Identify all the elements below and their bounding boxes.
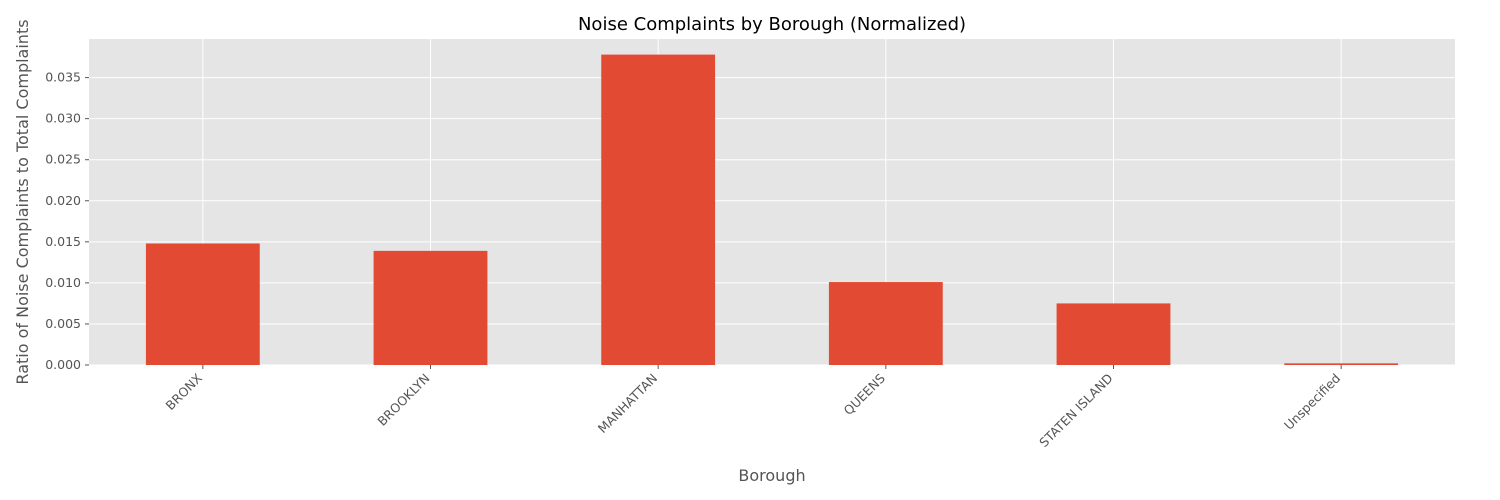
y-tick-label: 0.010 — [45, 275, 81, 290]
y-tick-label: 0.020 — [45, 193, 81, 208]
y-tick-label: 0.000 — [45, 357, 81, 372]
bar-unspecified — [1284, 363, 1399, 365]
y-tick-label: 0.015 — [45, 234, 81, 249]
bar-bronx — [145, 243, 260, 365]
y-tick-label: 0.025 — [45, 152, 81, 167]
x-tick-label: Unspecified — [1281, 371, 1343, 433]
x-axis-label: Borough — [738, 466, 805, 485]
x-tick-label: BROOKLYN — [374, 371, 432, 429]
bar-staten-island — [1056, 303, 1171, 365]
x-tick-label: MANHATTAN — [595, 371, 661, 437]
x-tick-label: QUEENS — [841, 370, 888, 417]
y-tick-labels: 0.000 0.005 0.010 0.015 0.020 0.025 0.030 0.035 — [45, 70, 89, 372]
y-tick-label: 0.035 — [45, 70, 81, 85]
bar-manhattan — [601, 54, 716, 365]
x-tick-labels: BRONX BROOKLYN MANHATTAN QUEENS STATEN ISLAN… — [163, 365, 1343, 451]
plot-background — [89, 39, 1455, 365]
y-axis-label: Ratio of Noise Complaints to Total Compl… — [13, 19, 32, 384]
y-tick-label: 0.030 — [45, 111, 81, 126]
bars — [145, 54, 1399, 365]
chart-title: Noise Complaints by Borough (Normalized) — [578, 14, 966, 35]
bar-queens — [828, 282, 943, 365]
x-tick-label: STATEN ISLAND — [1036, 371, 1116, 451]
y-tick-label: 0.005 — [45, 316, 81, 331]
bar-brooklyn — [373, 250, 488, 365]
x-tick-label: BRONX — [163, 370, 206, 413]
